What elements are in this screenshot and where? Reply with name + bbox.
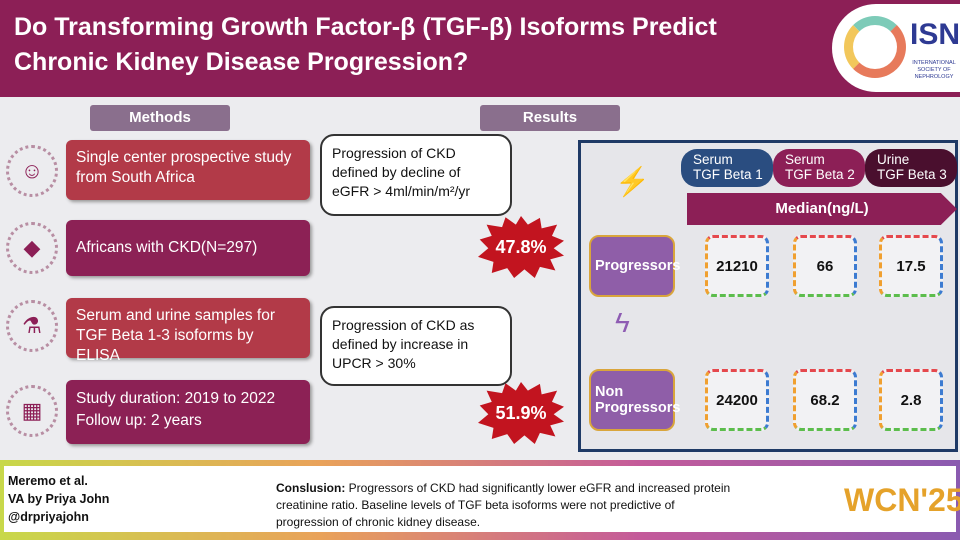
method-item: Serum and urine samples for TGF Beta 1-3… (66, 298, 310, 364)
methods-banner: Methods (90, 105, 230, 131)
results-banner: Results (480, 105, 620, 131)
method-text: Africans with CKD(N=297) (76, 239, 258, 256)
isn-logo-subtitle: INTERNATIONAL SOCIETY OF NEPHROLOGY (912, 60, 956, 80)
isn-logo: ISN INTERNATIONAL SOCIETY OF NEPHROLOGY (832, 4, 960, 92)
value-cell: 24200 (705, 369, 769, 431)
column-header: Urine TGF Beta 3 (865, 149, 957, 187)
method-item: Africans with CKD(N=297) (66, 220, 310, 276)
lightning-outline-icon: ϟ (615, 307, 630, 338)
credit-line: @drpriyajohn (8, 510, 89, 524)
value-cell: 17.5 (879, 235, 943, 297)
isn-logo-icon (844, 16, 906, 78)
footer: Meremo et al. VA by Priya John @drpriyaj… (0, 460, 960, 540)
value-cell: 21210 (705, 235, 769, 297)
results-panel: Serum TGF Beta 1 Serum TGF Beta 2 Urine TGF… (578, 140, 958, 452)
column-l2: TGF Beta 2 (785, 167, 855, 182)
credits: Meremo et al. VA by Priya John @drpriyaj… (8, 472, 109, 526)
africa-map-icon: ◆ (6, 222, 58, 274)
method-text: Single center prospective study from Sou… (76, 149, 292, 186)
column-l2: TGF Beta 1 (693, 167, 763, 182)
credit-line: Meremo et al. (8, 474, 88, 488)
header: Do Transforming Growth Factor-β (TGF-β) … (0, 0, 960, 97)
conclusion: Conslusion: Progressors of CKD had signi… (276, 480, 736, 531)
column-l1: Serum (693, 152, 733, 167)
column-header: Serum TGF Beta 1 (681, 149, 773, 187)
sample-tube-icon: ⚗ (6, 300, 58, 352)
method-text: Serum and urine samples for TGF Beta 1-3… (76, 307, 276, 364)
conclusion-text: Progressors of CKD had significantly low… (276, 481, 731, 529)
percent-badge: 51.9% (478, 382, 564, 444)
value-cell: 2.8 (879, 369, 943, 431)
credit-line: VA by Priya John (8, 492, 110, 506)
percent-badge: 47.8% (478, 216, 564, 278)
outcome-callout: Progression of CKD defined by decline of… (320, 134, 512, 216)
method-text: Study duration: 2019 to 2022 (76, 390, 276, 407)
calendar-icon: ▦ (6, 385, 58, 437)
value-cell: 66 (793, 235, 857, 297)
method-item: Single center prospective study from Sou… (66, 140, 310, 200)
column-l1: Serum (785, 152, 825, 167)
hand-person-icon: ☺ (6, 145, 58, 197)
lightning-icon: ⚡ (615, 166, 650, 197)
footer-inner: Meremo et al. VA by Priya John @drpriyaj… (4, 466, 960, 532)
group-label: Non Progressors (589, 369, 680, 431)
column-header: Serum TGF Beta 2 (773, 149, 865, 187)
group-label: Progressors (589, 235, 680, 297)
isn-logo-text: ISN (910, 18, 960, 51)
outcome-callout: Progression of CKD as defined by increas… (320, 306, 512, 386)
column-l1: Urine (877, 152, 910, 167)
value-cell: 68.2 (793, 369, 857, 431)
conclusion-label: Conslusion: (276, 481, 346, 495)
column-l2: TGF Beta 3 (877, 167, 947, 182)
method-item: Study duration: 2019 to 2022 Follow up: 2… (66, 380, 310, 444)
median-arrow: Median(ng/L) (687, 193, 957, 225)
page-title: Do Transforming Growth Factor-β (TGF-β) … (14, 13, 717, 76)
wcn-logo: WCN'25 (844, 482, 960, 518)
method-text: Follow up: 2 years (76, 412, 202, 429)
